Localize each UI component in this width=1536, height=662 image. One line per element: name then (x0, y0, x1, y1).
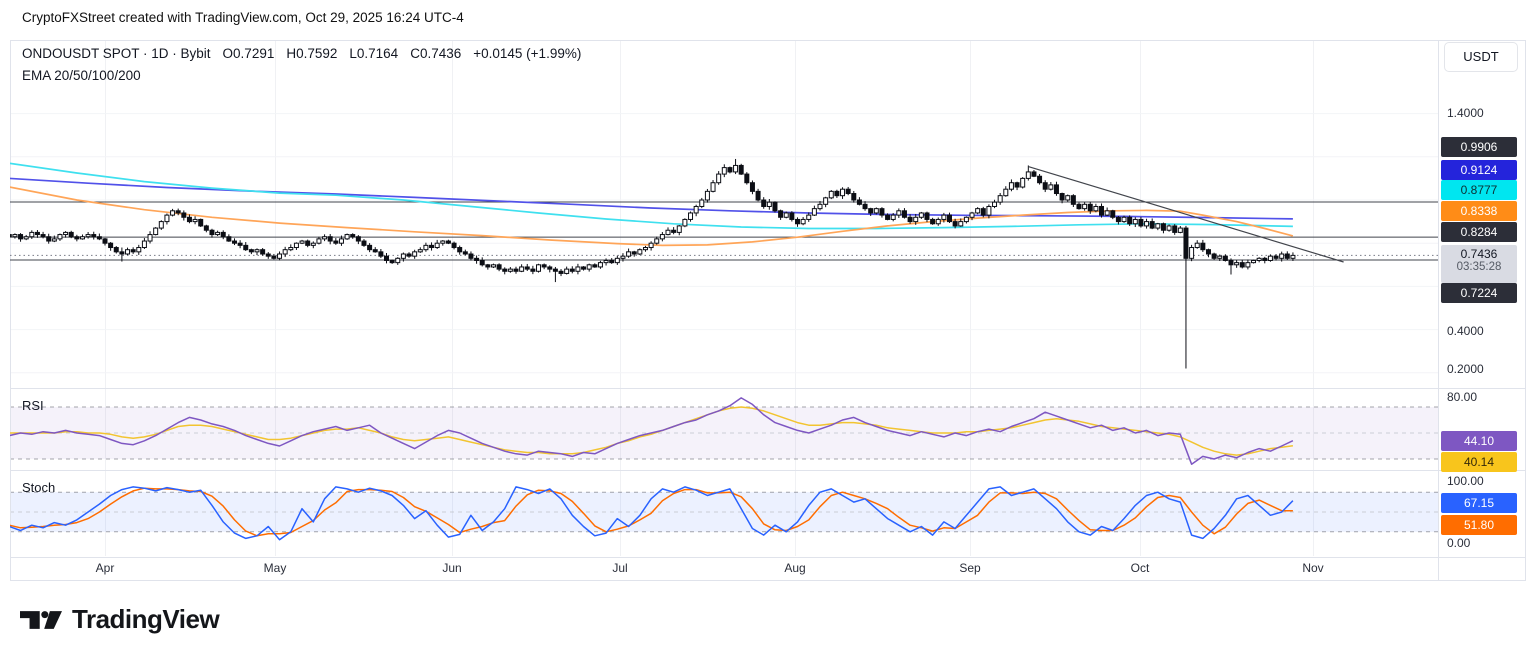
level-price-badge: 0.7224 (1441, 283, 1517, 303)
stoch-axis-label: 0.00 (1447, 536, 1471, 550)
price-axis-label: 0.2000 (1447, 362, 1484, 376)
time-axis-month: Aug (784, 561, 806, 575)
time-axis-month: Jun (442, 561, 462, 575)
stoch-d-value-badge: 51.80 (1441, 515, 1517, 535)
price-axis-label: 0.4000 (1447, 324, 1484, 338)
ema200-price-badge: 0.9124 (1441, 160, 1517, 180)
tradingview-logo-icon (20, 610, 62, 629)
level-price-badge: 0.8284 (1441, 222, 1517, 242)
time-axis-month: Nov (1302, 561, 1324, 575)
bar-countdown: 03:35:28 (1456, 261, 1502, 273)
indicator-legend-ema[interactable]: EMA 20/50/100/200 (22, 68, 141, 83)
current-price-value: 0.7436 (1460, 247, 1498, 261)
current-price-badge: 0.7436 03:35:28 (1441, 245, 1517, 283)
header-credit: CryptoFXStreet created with TradingView.… (22, 10, 464, 25)
ohlc-low: L0.7164 (349, 46, 399, 61)
time-axis-month: Sep (959, 561, 981, 575)
price-change: +0.0145 (+1.99%) (473, 46, 582, 61)
stoch-axis-label: 100.00 (1447, 474, 1484, 488)
time-axis-month: Oct (1130, 561, 1150, 575)
rsi-value-badge: 44.10 (1441, 431, 1517, 451)
ema50-price-badge: 0.8338 (1441, 201, 1517, 221)
ohlc-close: C0.7436 (410, 46, 462, 61)
tradingview-logo[interactable]: TradingView (20, 604, 220, 635)
symbol-legend[interactable]: ONDOUSDT SPOT · 1D · Bybit O0.7291 H0.7592… (22, 46, 593, 61)
symbol-title: ONDOUSDT SPOT · 1D · Bybit (22, 46, 211, 61)
time-axis-month: May (263, 561, 287, 575)
stoch-k-value-badge: 67.15 (1441, 493, 1517, 513)
level-price-badge: 0.9906 (1441, 137, 1517, 157)
ohlc-open: O0.7291 (222, 46, 275, 61)
currency-toggle-button[interactable]: USDT (1444, 42, 1518, 72)
stoch-pane-label[interactable]: Stoch (22, 480, 56, 495)
rsi-pane-label[interactable]: RSI (22, 398, 44, 413)
rsi-ma-value-badge: 40.14 (1441, 452, 1517, 472)
ema100-price-badge: 0.8777 (1441, 180, 1517, 200)
ohlc-high: H0.7592 (286, 46, 338, 61)
tradingview-logo-text: TradingView (72, 604, 220, 634)
time-axis-month: Jul (612, 561, 628, 575)
rsi-axis-label: 80.00 (1447, 390, 1478, 404)
price-axis-label: 1.4000 (1447, 106, 1484, 120)
time-axis-month: Apr (95, 561, 115, 575)
